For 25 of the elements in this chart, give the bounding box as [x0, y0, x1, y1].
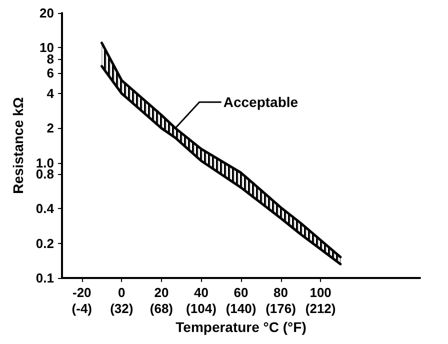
- x-tick-label: 100: [310, 285, 332, 300]
- x-tick-label: 40: [194, 285, 208, 300]
- x-tick-label: 0: [118, 285, 126, 300]
- x-tick-label: 20: [154, 285, 169, 300]
- y-tick-label: 20: [40, 6, 54, 20]
- y-tick-label: 0.2: [36, 236, 54, 251]
- y-tick-label: 0.1: [36, 270, 54, 286]
- x-tick-label: 80: [274, 285, 288, 300]
- x2-tick-label: (212): [305, 301, 336, 316]
- x-tick-label: 60: [234, 285, 248, 300]
- y-tick-label: 0.4: [36, 201, 55, 216]
- y-axis-title: Resistance kΩ: [10, 97, 26, 194]
- y-tick-label: 2: [46, 120, 54, 136]
- y-tick-label: 4: [46, 86, 55, 101]
- x2-tick-label: (68): [150, 301, 174, 316]
- annotation: Acceptable: [223, 94, 298, 110]
- x2-tick-label: (176): [266, 301, 296, 316]
- x2-tick-label: (-4): [72, 301, 92, 316]
- y-tick-label: 1.0: [36, 155, 54, 170]
- x2-tick-label: (104): [186, 301, 216, 316]
- x-axis-title: Temperature °C (°F): [176, 318, 306, 335]
- x2-tick-label: (32): [110, 301, 134, 316]
- x-tick-label: -20: [72, 285, 92, 300]
- y-tick-label: 6: [46, 66, 54, 81]
- x2-tick-label: (140): [226, 301, 256, 316]
